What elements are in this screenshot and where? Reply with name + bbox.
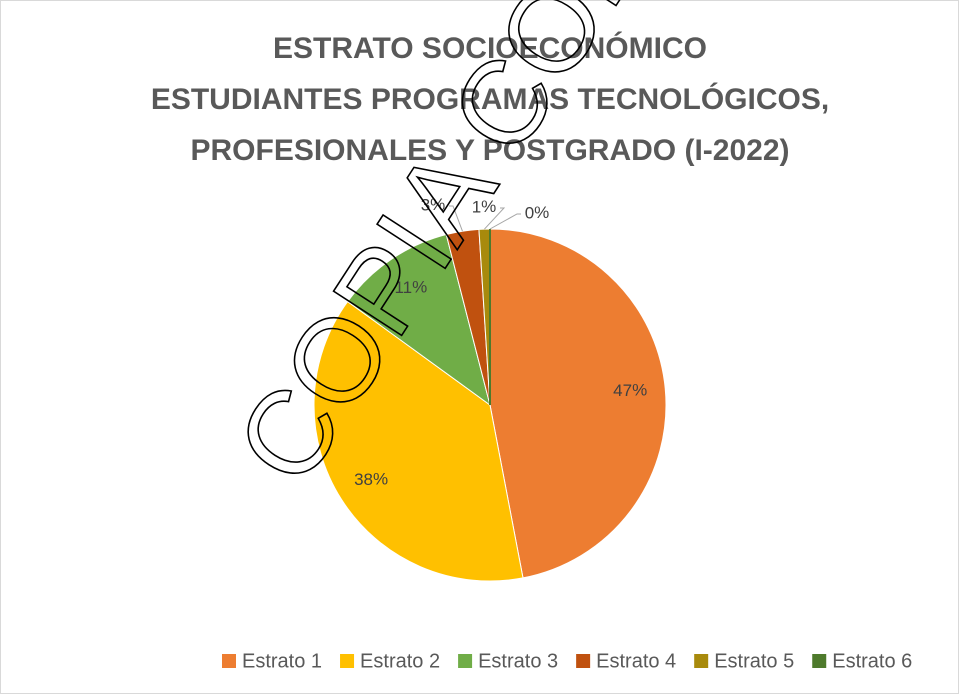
legend-swatch — [340, 654, 355, 668]
legend-label: Estrato 6 — [832, 650, 912, 672]
leader-line — [449, 205, 463, 232]
data-label: 38% — [354, 470, 388, 489]
legend-swatch — [694, 654, 709, 668]
legend-swatch — [222, 654, 236, 668]
legend-label: Estrato 2 — [360, 650, 440, 672]
legend-swatch — [458, 654, 473, 668]
pie-slice — [346, 233, 491, 407]
data-label: 3% — [421, 195, 446, 214]
data-label: 47% — [613, 381, 647, 400]
chart-title: PROFESIONALES Y POSTGRADO (I-2022) — [190, 134, 789, 167]
leader-line — [489, 213, 521, 230]
data-label: 1% — [472, 197, 497, 216]
legend-label: Estrato 5 — [714, 650, 794, 672]
data-label: 11% — [394, 278, 427, 297]
pie-slice — [489, 228, 667, 579]
legend-label: Estrato 3 — [478, 650, 558, 672]
data-label: 0% — [525, 203, 550, 222]
legend-swatch — [576, 654, 591, 668]
pie-slice — [313, 300, 524, 582]
chart-title: ESTUDIANTES PROGRAMAS TECNOLÓGICOS, — [151, 82, 829, 116]
chart-title: ESTRATO SOCIOECONÓMICO — [273, 31, 707, 65]
leader-line — [484, 207, 506, 230]
legend-swatch — [812, 654, 827, 668]
legend-label: Estrato 1 — [242, 650, 322, 672]
legend-label: Estrato 4 — [596, 650, 676, 672]
